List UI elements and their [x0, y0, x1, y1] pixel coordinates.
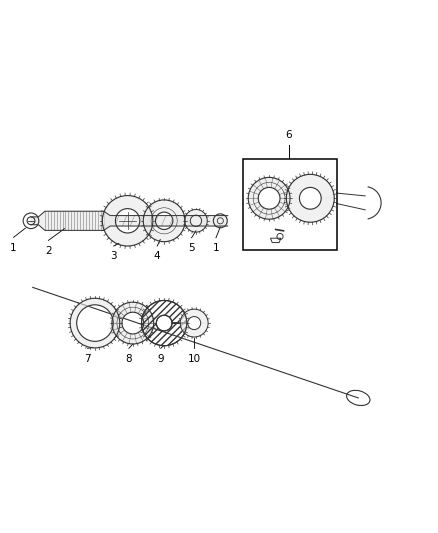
Bar — [243, 159, 336, 251]
Polygon shape — [248, 177, 290, 219]
Polygon shape — [112, 302, 154, 344]
Text: 7: 7 — [84, 353, 91, 364]
Text: 8: 8 — [126, 353, 132, 364]
Polygon shape — [286, 174, 334, 222]
Text: 2: 2 — [45, 246, 52, 256]
Polygon shape — [185, 209, 207, 232]
Polygon shape — [102, 196, 153, 246]
Text: 1: 1 — [10, 243, 17, 253]
Text: 4: 4 — [154, 251, 160, 261]
Text: 9: 9 — [157, 353, 164, 364]
Polygon shape — [180, 309, 208, 337]
Polygon shape — [143, 200, 185, 241]
Text: 5: 5 — [188, 243, 195, 253]
Polygon shape — [31, 211, 228, 230]
Polygon shape — [70, 298, 120, 348]
Text: 1: 1 — [212, 243, 219, 253]
Text: 3: 3 — [110, 251, 117, 261]
Text: 6: 6 — [285, 130, 292, 140]
Text: 10: 10 — [187, 353, 201, 364]
